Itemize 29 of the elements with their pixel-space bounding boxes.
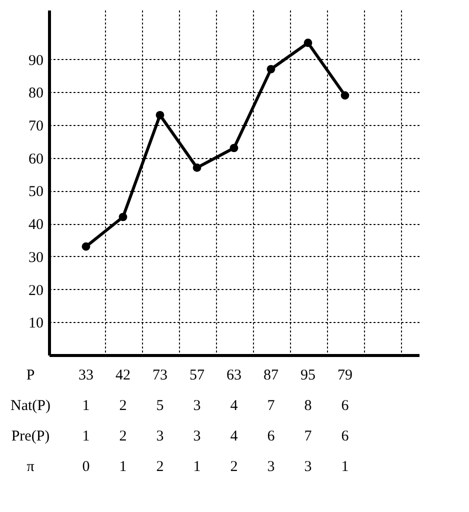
y-tick-label: 90 (28, 52, 44, 69)
data-label: 79 (338, 367, 352, 384)
data-label: 57 (190, 367, 205, 384)
y-tick-label: 20 (28, 282, 44, 299)
y-tick-label: 50 (28, 184, 44, 200)
x-axis-title: P (26, 367, 35, 384)
data-label: 95 (300, 367, 316, 384)
point (118, 212, 128, 222)
y-tick-label: 70 (28, 118, 44, 134)
data-label: 87 (264, 367, 279, 384)
data-label: 63 (226, 367, 242, 384)
text: Pre(P) 1 2 3 3 4 6 7 6 (11, 428, 349, 444)
data-label: 42 (116, 367, 130, 384)
data-label: 33 (78, 367, 94, 384)
data-label: 73 (152, 367, 168, 384)
text: Nat(P) 1 2 5 3 4 7 8 6 (10, 398, 349, 414)
point (230, 144, 238, 152)
y-tick-label: 60 (28, 151, 44, 168)
y-tick-label: 10 (28, 316, 44, 332)
y-tick-label: 80 (28, 86, 44, 102)
y-tick-label: 40 (28, 217, 44, 234)
point (266, 64, 276, 74)
text: π 0 1 2 1 2 3 3 1 (26, 458, 349, 475)
point (340, 91, 350, 100)
point (304, 38, 312, 48)
point (82, 242, 90, 251)
y-tick-label: 30 (28, 250, 44, 266)
point (192, 164, 202, 172)
point (156, 110, 164, 120)
